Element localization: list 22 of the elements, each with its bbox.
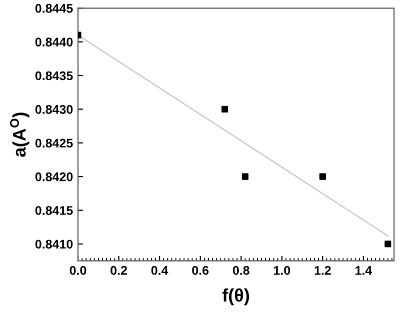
x-tick-label: 0.8 [232,266,250,275]
point [242,173,248,180]
y-tick-label: 0.8440 [35,38,73,46]
x-tick-label: 1.0 [274,266,290,275]
y-tick-label: 0.8445 [35,4,73,13]
x-tick-label: 0.6 [192,266,209,275]
y-tick-label: 0.8435 [35,71,73,80]
x-tick-label: 0.0 [70,266,86,275]
point [384,240,392,248]
x-axis-title: f(θ) [222,288,249,306]
y-tick-label: 0.8410 [35,240,73,249]
y-tick-label: 0.8425 [35,138,73,148]
point [221,106,228,113]
y-tick-label: 0.8420 [35,172,73,182]
y-axis-title: a(A$^{O}$) [10,112,30,157]
x-tick-label: 1.2 [314,266,331,275]
x-tick-label: 0.4 [151,266,168,275]
point [319,173,326,180]
x-tick-label: 0.2 [110,266,127,275]
y-tick-label: 0.8430 [35,105,73,114]
y-tick-label: 0.8415 [35,206,73,215]
x-tick-label: 1.4 [356,266,372,275]
